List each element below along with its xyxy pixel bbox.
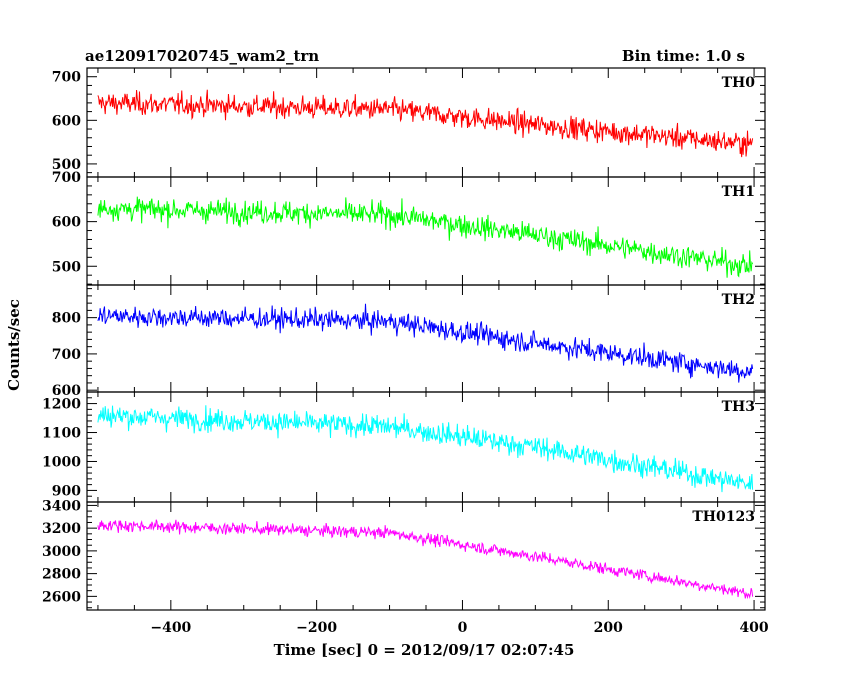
y-tick-label: 600 xyxy=(52,383,81,399)
chart-title: ae120917020745_wam2_trn xyxy=(85,47,319,65)
series-line-th0 xyxy=(97,89,754,158)
y-tick-label: 600 xyxy=(52,113,81,129)
panel-label: TH0123 xyxy=(692,509,755,525)
y-tick-label: 700 xyxy=(52,347,81,363)
x-tick-label: −200 xyxy=(296,620,337,636)
panel-frame xyxy=(86,176,766,286)
x-tick-label: 0 xyxy=(458,620,468,636)
y-tick-label: 500 xyxy=(52,259,81,275)
x-ticks xyxy=(97,502,755,610)
series-line-th0123 xyxy=(97,519,754,600)
panel-frame xyxy=(86,391,766,503)
y-ticks xyxy=(87,288,765,391)
panel-th2: 600 700 800 TH2 xyxy=(52,284,766,399)
y-tick-label: 500 xyxy=(52,157,81,173)
panel-label: TH0 xyxy=(722,75,756,91)
panel-label: TH1 xyxy=(722,184,755,200)
panels: 500 600 700 TH0 500 600 700 TH1 600 700 800 TH2 900 1… xyxy=(42,67,769,636)
y-tick-label: 2800 xyxy=(42,567,81,583)
x-tick-label: 200 xyxy=(594,620,623,636)
x-tick-label: −400 xyxy=(150,620,191,636)
bin-time-label: Bin time: 1.0 s xyxy=(622,47,745,65)
series-line-th3 xyxy=(97,405,754,493)
panel-th3: 900 1000 1100 1200 TH3 xyxy=(42,391,766,503)
y-axis-label: Counts/sec xyxy=(5,299,23,391)
y-tick-label: 1100 xyxy=(42,426,81,442)
panel-frame xyxy=(86,501,766,611)
y-tick-label: 700 xyxy=(52,70,81,86)
y-tick-label: 700 xyxy=(52,170,81,186)
y-tick-label: 600 xyxy=(52,215,81,231)
y-tick-label: 2600 xyxy=(42,589,81,605)
y-ticks xyxy=(87,504,765,609)
panel-th0: 500 600 700 TH0 xyxy=(52,67,766,178)
series-line-th2 xyxy=(97,303,754,383)
x-ticks xyxy=(97,285,755,392)
panel-frame xyxy=(86,67,766,178)
panel-th0123: 2600 2800 3000 3200 3400 TH0123 xyxy=(42,498,766,611)
panel-frame xyxy=(86,284,766,393)
x-ticks xyxy=(97,68,755,177)
panel-label: TH2 xyxy=(722,292,755,308)
x-axis-label: Time [sec] 0 = 2012/09/17 02:07:45 xyxy=(274,641,575,659)
y-ticks xyxy=(87,391,765,503)
y-tick-label: 3000 xyxy=(42,544,81,560)
y-ticks xyxy=(87,176,765,285)
y-tick-label: 1000 xyxy=(42,454,81,470)
y-ticks xyxy=(87,67,765,174)
panel-label: TH3 xyxy=(722,399,755,415)
x-ticks xyxy=(97,392,755,502)
series-line-th1 xyxy=(97,196,754,278)
y-tick-label: 900 xyxy=(52,483,81,499)
x-tick-label: 400 xyxy=(739,620,768,636)
y-tick-label: 3200 xyxy=(42,521,81,537)
y-tick-label: 1200 xyxy=(42,397,81,413)
y-tick-label: 3400 xyxy=(42,498,81,514)
x-ticks xyxy=(97,177,755,285)
panel-th1: 500 600 700 TH1 xyxy=(52,170,766,286)
y-tick-label: 800 xyxy=(52,311,81,327)
